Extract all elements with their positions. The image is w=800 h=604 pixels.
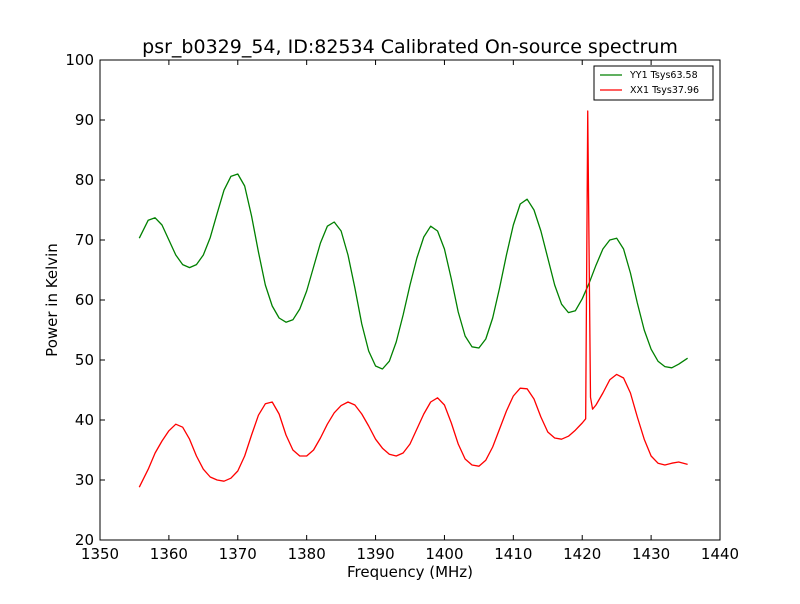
x-tick-label: 1390 xyxy=(356,545,394,563)
x-tick-label: 1410 xyxy=(494,545,532,563)
x-tick-label: 1400 xyxy=(425,545,463,563)
x-axis-label: Frequency (MHz) xyxy=(347,563,473,581)
y-axis-label: Power in Kelvin xyxy=(43,243,61,357)
x-tick-label: 1370 xyxy=(219,545,257,563)
y-tick-label: 70 xyxy=(75,231,94,249)
plot-frame xyxy=(99,59,721,541)
x-tick-label: 1430 xyxy=(632,545,670,563)
series-line-1 xyxy=(138,110,688,488)
y-tick-label: 40 xyxy=(75,411,94,429)
x-tick-label: 1350 xyxy=(81,545,119,563)
legend: YY1 Tsys63.58 XX1 Tsys37.96 xyxy=(593,65,714,101)
y-tick-label: 100 xyxy=(65,51,94,69)
ticks-layer: 1350 1360 1370 1380 1390 1400 1410 1420 1430 1440… xyxy=(65,51,739,563)
legend-label-yy1: YY1 Tsys63.58 xyxy=(629,70,698,81)
x-tick-label: 1420 xyxy=(563,545,601,563)
series-line-0 xyxy=(138,173,688,370)
chart-title: psr_b0329_54, ID:82534 Calibrated On-sou… xyxy=(142,36,678,58)
y-tick-label: 20 xyxy=(75,531,94,549)
x-tick-label: 1440 xyxy=(701,545,739,563)
legend-box xyxy=(593,65,714,101)
y-tick-label: 80 xyxy=(75,171,94,189)
y-tick-label: 30 xyxy=(75,471,94,489)
y-tick-label: 60 xyxy=(75,291,94,309)
x-tick-label: 1380 xyxy=(288,545,326,563)
y-tick-label: 50 xyxy=(75,351,94,369)
x-tick-label: 1360 xyxy=(150,545,188,563)
series-layer xyxy=(138,110,688,488)
legend-label-xx1: XX1 Tsys37.96 xyxy=(630,85,699,96)
y-tick-label: 90 xyxy=(75,111,94,129)
